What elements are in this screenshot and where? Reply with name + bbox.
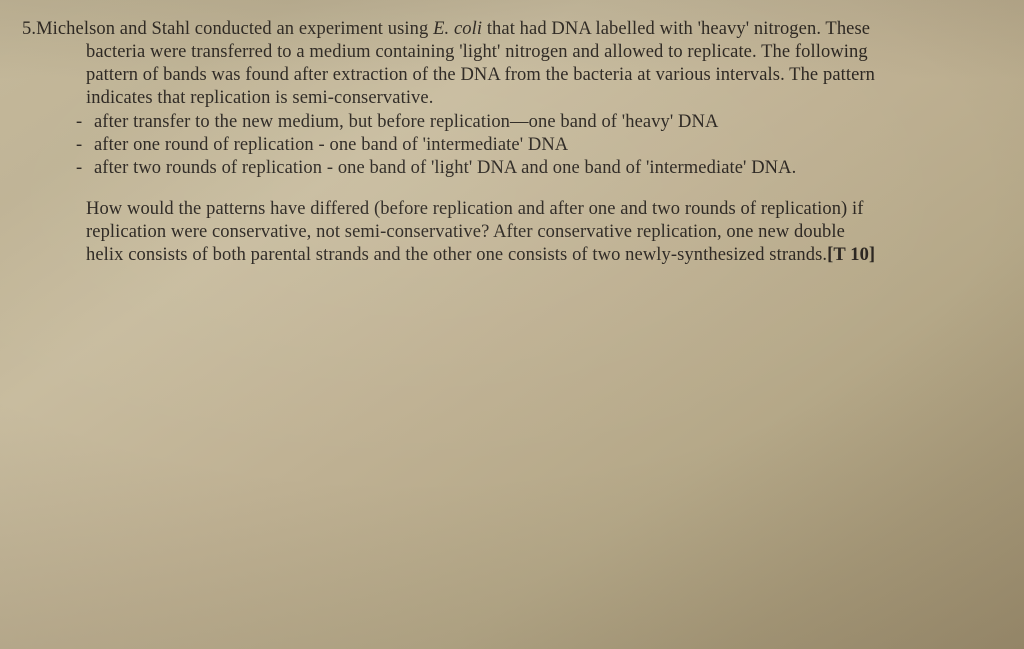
bullet-text-1: after transfer to the new medium, but be…	[94, 111, 970, 134]
bullet-dash-icon: -	[76, 111, 94, 134]
question-page: 5.Michelson and Stahl conducted an exper…	[0, 0, 1024, 267]
intro-text-1b: that had DNA labelled with 'heavy' nitro…	[482, 19, 870, 39]
bullet-text-3: after two rounds of replication - one ba…	[94, 157, 970, 180]
intro-line-3: pattern of bands was found after extract…	[22, 64, 970, 87]
intro-line-1: 5.Michelson and Stahl conducted an exper…	[22, 18, 970, 41]
question-number: 5.	[22, 19, 36, 39]
marks-label: [T 10]	[827, 245, 875, 265]
species-name: E. coli	[433, 19, 482, 39]
intro-line-2: bacteria were transferred to a medium co…	[22, 41, 970, 64]
para2-line-3-text: helix consists of both parental strands …	[86, 245, 827, 265]
bullet-row-3: - after two rounds of replication - one …	[22, 157, 970, 180]
para2-line-3: helix consists of both parental strands …	[86, 244, 970, 267]
question-paragraph-2: How would the patterns have differed (be…	[22, 198, 970, 267]
intro-text-1a: Michelson and Stahl conducted an experim…	[36, 19, 433, 39]
bullet-row-2: - after one round of replication - one b…	[22, 134, 970, 157]
bullet-dash-icon: -	[76, 134, 94, 157]
bullet-row-1: - after transfer to the new medium, but …	[22, 111, 970, 134]
intro-line-4: indicates that replication is semi-conse…	[22, 87, 970, 110]
bullet-dash-icon: -	[76, 157, 94, 180]
para2-line-1: How would the patterns have differed (be…	[86, 198, 970, 221]
bullet-text-2: after one round of replication - one ban…	[94, 134, 970, 157]
para2-line-2: replication were conservative, not semi-…	[86, 221, 970, 244]
